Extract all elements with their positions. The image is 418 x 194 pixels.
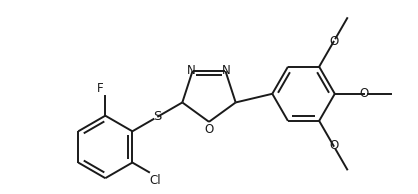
Text: N: N: [222, 64, 231, 77]
Text: O: O: [204, 123, 214, 136]
Text: F: F: [97, 82, 104, 95]
Text: O: O: [359, 87, 368, 100]
Text: N: N: [187, 64, 196, 77]
Text: Cl: Cl: [150, 174, 161, 187]
Text: S: S: [153, 110, 161, 123]
Text: O: O: [329, 139, 338, 152]
Text: O: O: [329, 35, 338, 48]
